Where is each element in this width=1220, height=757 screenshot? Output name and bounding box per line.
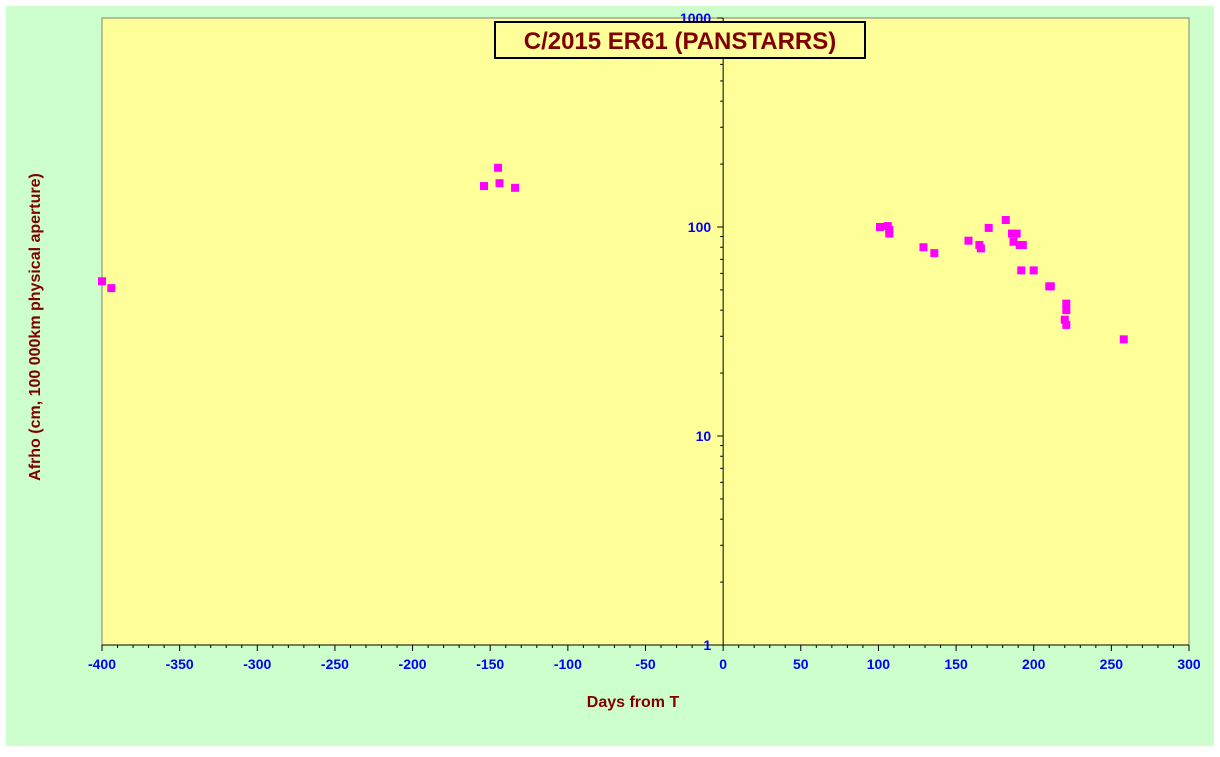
plot-area — [102, 18, 1189, 645]
x-tick-label: -400 — [88, 656, 116, 672]
x-tick-label: -150 — [476, 656, 504, 672]
data-point — [885, 229, 894, 238]
y-tick-label: 1 — [703, 637, 711, 653]
data-point — [1007, 229, 1016, 238]
y-tick-label: 10 — [696, 428, 712, 444]
x-tick-label: 0 — [719, 656, 727, 672]
data-point — [1017, 266, 1026, 275]
data-point — [1060, 315, 1069, 324]
data-point — [511, 183, 520, 192]
data-point — [1012, 229, 1021, 238]
chart-title-box: C/2015 ER61 (PANSTARRS) — [494, 21, 866, 59]
x-tick-label: 150 — [944, 656, 968, 672]
data-point — [964, 236, 973, 245]
data-point — [107, 284, 116, 293]
data-point — [1001, 216, 1010, 225]
x-axis-title: Days from T — [587, 694, 680, 711]
data-point — [930, 249, 939, 258]
x-tick-label: -300 — [243, 656, 271, 672]
x-tick-label: 300 — [1177, 656, 1201, 672]
x-tick-label: -50 — [635, 656, 655, 672]
y-tick-label: 100 — [688, 219, 712, 235]
x-tick-label: 250 — [1100, 656, 1124, 672]
data-point — [1062, 299, 1071, 308]
data-point — [480, 182, 489, 191]
data-point — [493, 163, 502, 172]
x-tick-label: -250 — [321, 656, 349, 672]
data-point — [1119, 335, 1128, 344]
x-tick-label: -350 — [166, 656, 194, 672]
data-point — [1009, 237, 1018, 246]
data-point — [495, 179, 504, 188]
data-point — [1029, 266, 1038, 275]
x-tick-label: 100 — [867, 656, 891, 672]
data-point — [1062, 306, 1071, 315]
data-points — [98, 163, 1128, 344]
x-tick-label: -100 — [554, 656, 582, 672]
data-point — [875, 223, 884, 231]
x-axis-ticks: -400 -350 -300 -250 -200 -150 -100 -50 0 50 100 150… — [88, 645, 1201, 672]
data-point — [1062, 320, 1071, 329]
x-tick-label: 50 — [793, 656, 809, 672]
data-point — [976, 244, 985, 253]
x-tick-label: 200 — [1022, 656, 1046, 672]
chart-title: C/2015 ER61 (PANSTARRS) — [524, 28, 837, 55]
data-point — [919, 243, 928, 252]
y-axis-title: Afrho (cm, 100 000km physical aperture) — [27, 173, 44, 481]
data-point — [984, 223, 993, 232]
data-point — [1046, 282, 1055, 291]
data-point — [1018, 241, 1027, 250]
x-tick-label: -200 — [399, 656, 427, 672]
data-point — [98, 277, 106, 286]
